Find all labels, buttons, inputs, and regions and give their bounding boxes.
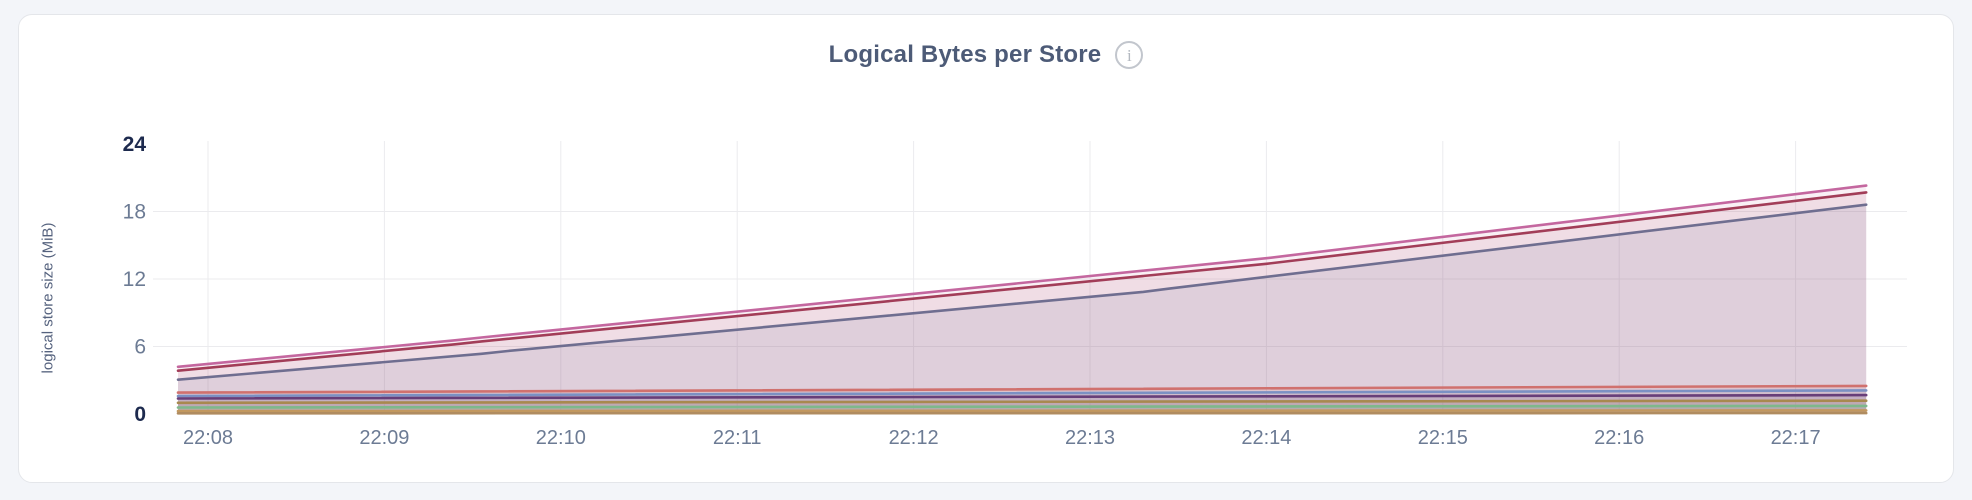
series-line-store-9 [176,409,1868,413]
x-tick-label: 22:10 [536,427,586,449]
y-axis-label: logical store size (MiB) [39,222,57,374]
series-area-store-6 [178,395,1867,414]
series-line-store-8 [176,404,1868,409]
y-tick-label: 18 [123,201,146,224]
series-line-store-1 [176,184,1868,369]
x-tick-label: 22:13 [1065,427,1115,449]
series-line-store-3 [176,203,1868,382]
y-tick-label: 6 [134,336,146,359]
series-line-store-2 [176,191,1868,373]
series-line-store-4 [176,384,1868,394]
x-tick-label: 22:17 [1771,427,1821,449]
chart-title: Logical Bytes per Store [828,41,1102,68]
info-icon-glyph: i [1126,45,1132,65]
y-tick-label: 24 [123,133,147,156]
chart-card: 0 6 12 18 24 22:08 22:09 22:10 22:11 22:12 22:13 22… [18,14,1954,483]
series-line-store-6 [176,393,1868,400]
x-tick-label: 22:12 [889,427,939,449]
x-tick-label: 22:08 [183,427,233,449]
chart-header: Logical Bytes per Store i [19,41,1953,69]
series-line-store-5 [176,389,1868,398]
y-tick-label: 12 [123,268,146,291]
x-tick-label: 22:16 [1594,427,1644,449]
x-tick-label: 22:09 [359,427,409,449]
x-tick-label: 22:11 [713,427,762,449]
series-area-store-3 [178,204,1867,414]
series-line-store-7 [176,399,1868,405]
x-tick-label: 22:14 [1241,427,1291,449]
info-icon[interactable]: i [1115,41,1144,69]
y-tick-label: 0 [134,403,146,426]
logical-bytes-per-store-chart[interactable]: 0 6 12 18 24 22:08 22:09 22:10 22:11 22:12 22:13 22… [19,15,1955,484]
x-tick-label: 22:15 [1418,427,1468,449]
